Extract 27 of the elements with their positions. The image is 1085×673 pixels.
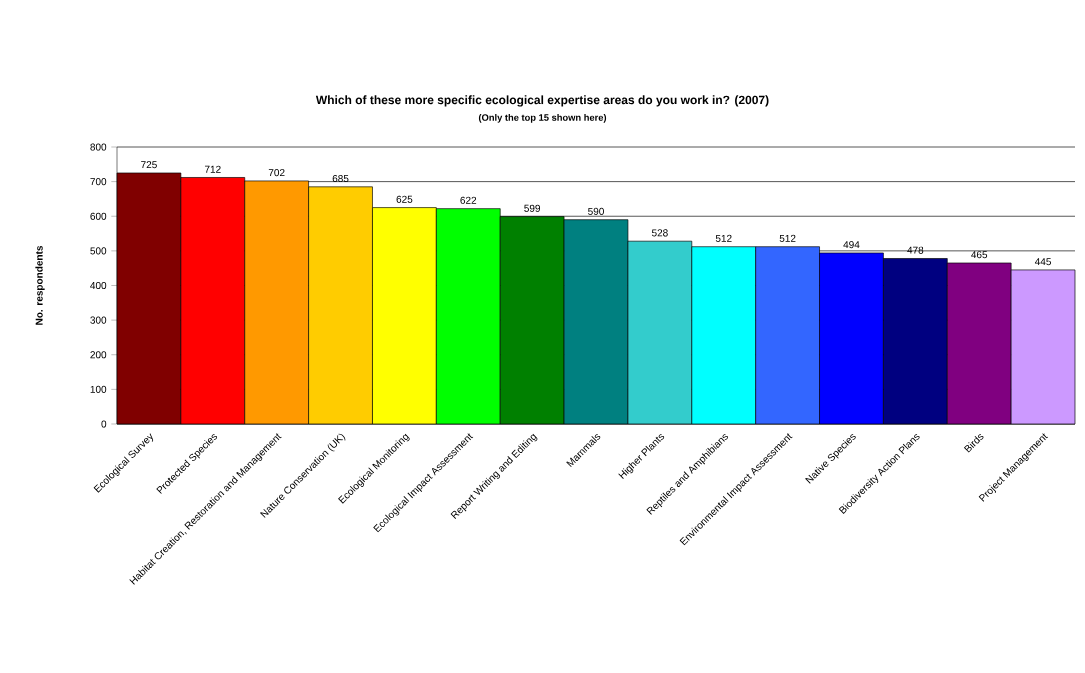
data-label: 494 — [843, 241, 860, 249]
y-tick-label: 100 — [90, 385, 107, 393]
y-tick-label: 200 — [90, 351, 107, 359]
y-tick-label: 500 — [90, 247, 107, 255]
data-label: 445 — [1034, 258, 1051, 266]
data-label: 465 — [971, 251, 988, 259]
data-label: 725 — [141, 161, 157, 169]
data-label: 512 — [779, 234, 796, 242]
data-label: 478 — [907, 246, 924, 254]
y-tick-label: 800 — [90, 143, 107, 151]
data-label: 512 — [715, 234, 732, 242]
y-tick-label: 600 — [90, 212, 107, 220]
y-tick-label: 400 — [90, 281, 107, 290]
chart-title: Which of these more specific ecological expertise areas do you work in? (2007) — [315, 95, 769, 107]
chart-subtitle: (Only the top 15 shown here) — [478, 113, 607, 123]
y-axis-title: No. respondents — [35, 245, 45, 325]
data-label: 712 — [204, 165, 221, 173]
y-tick-label: 300 — [90, 316, 107, 324]
data-label: 685 — [332, 174, 349, 183]
y-tick-label: 700 — [90, 178, 107, 186]
data-label: 528 — [651, 229, 668, 237]
data-label: 599 — [524, 204, 540, 212]
y-tick-label: 0 — [101, 420, 107, 428]
data-label: 625 — [396, 195, 413, 203]
data-label: 622 — [460, 196, 477, 204]
data-label: 590 — [588, 207, 604, 215]
data-label: 702 — [268, 169, 285, 177]
